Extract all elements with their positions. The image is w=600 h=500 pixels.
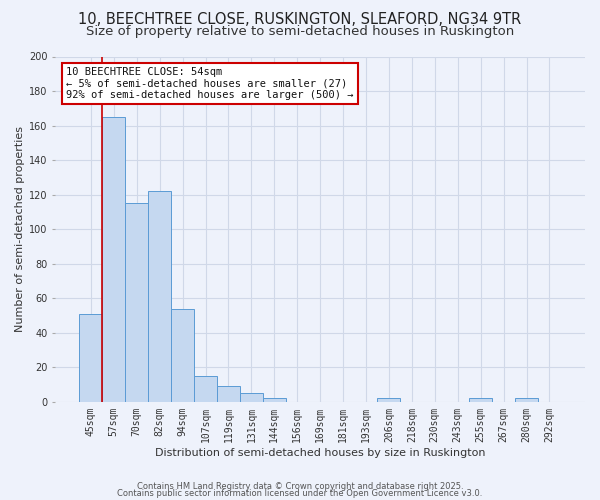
Bar — [217, 386, 240, 402]
X-axis label: Distribution of semi-detached houses by size in Ruskington: Distribution of semi-detached houses by … — [155, 448, 485, 458]
Text: 10 BEECHTREE CLOSE: 54sqm
← 5% of semi-detached houses are smaller (27)
92% of s: 10 BEECHTREE CLOSE: 54sqm ← 5% of semi-d… — [66, 67, 353, 100]
Bar — [103, 117, 125, 402]
Bar — [171, 308, 194, 402]
Y-axis label: Number of semi-detached properties: Number of semi-detached properties — [15, 126, 25, 332]
Bar — [148, 191, 171, 402]
Text: Size of property relative to semi-detached houses in Ruskington: Size of property relative to semi-detach… — [86, 25, 514, 38]
Text: Contains HM Land Registry data © Crown copyright and database right 2025.: Contains HM Land Registry data © Crown c… — [137, 482, 463, 491]
Bar — [194, 376, 217, 402]
Text: Contains public sector information licensed under the Open Government Licence v3: Contains public sector information licen… — [118, 489, 482, 498]
Bar — [469, 398, 492, 402]
Bar — [79, 314, 103, 402]
Bar — [377, 398, 400, 402]
Bar — [240, 393, 263, 402]
Text: 10, BEECHTREE CLOSE, RUSKINGTON, SLEAFORD, NG34 9TR: 10, BEECHTREE CLOSE, RUSKINGTON, SLEAFOR… — [79, 12, 521, 28]
Bar — [515, 398, 538, 402]
Bar — [263, 398, 286, 402]
Bar — [125, 204, 148, 402]
